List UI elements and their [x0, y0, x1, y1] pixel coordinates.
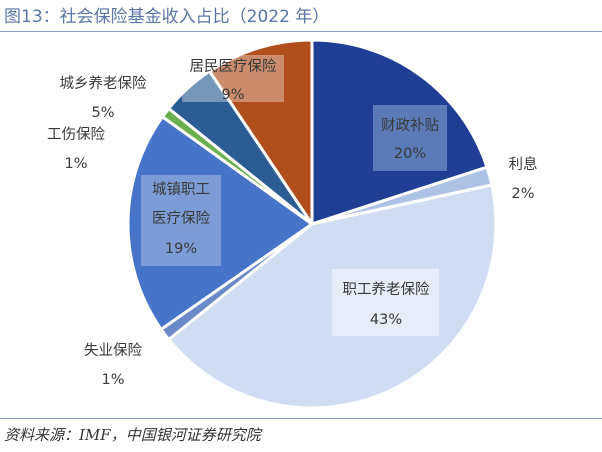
- slice-label-unemployment-name: 失业保险: [84, 342, 142, 359]
- slice-label-resident-medical-name: 居民医疗保险: [190, 58, 277, 75]
- slice-label-pension-name: 职工养老保险: [343, 281, 430, 298]
- slice-label-medical-name-line2: 医疗保险: [152, 210, 210, 227]
- slice-label-medical-name-line1: 城镇职工: [152, 181, 210, 198]
- slice-label-rural-pension-value: 5%: [91, 105, 114, 121]
- slice-label-rural-pension-name: 城乡养老保险: [60, 75, 147, 92]
- label-box-fiscal: [373, 105, 447, 171]
- slice-label-unemployment-value: 1%: [101, 372, 124, 388]
- label-box-resident-medical: [182, 55, 284, 102]
- slice-label-injury-name: 工伤保险: [47, 126, 105, 143]
- slice-label-injury-value: 1%: [64, 156, 87, 172]
- title-divider: [0, 31, 602, 32]
- source-note: 资料来源：IMF，中国银河证券研究院: [4, 426, 261, 444]
- slice-label-medical-value: 19%: [165, 241, 197, 257]
- label-box-pension: [332, 269, 439, 336]
- slice-label-resident-medical-value: 9%: [221, 87, 244, 103]
- slice-label-fiscal-value: 20%: [394, 146, 426, 162]
- pie-slice-resident-medical: [208, 38, 314, 226]
- slice-label-fiscal-name: 财政补贴: [381, 117, 439, 134]
- source-divider: [0, 418, 602, 419]
- label-box-medical: [141, 175, 221, 266]
- slice-label-interest-name: 利息: [509, 156, 538, 173]
- slice-label-interest-value: 2%: [511, 186, 534, 202]
- slice-label-pension-value: 43%: [370, 312, 402, 328]
- chart-title: 图13：社会保险基金收入占比（2022 年）: [4, 7, 330, 27]
